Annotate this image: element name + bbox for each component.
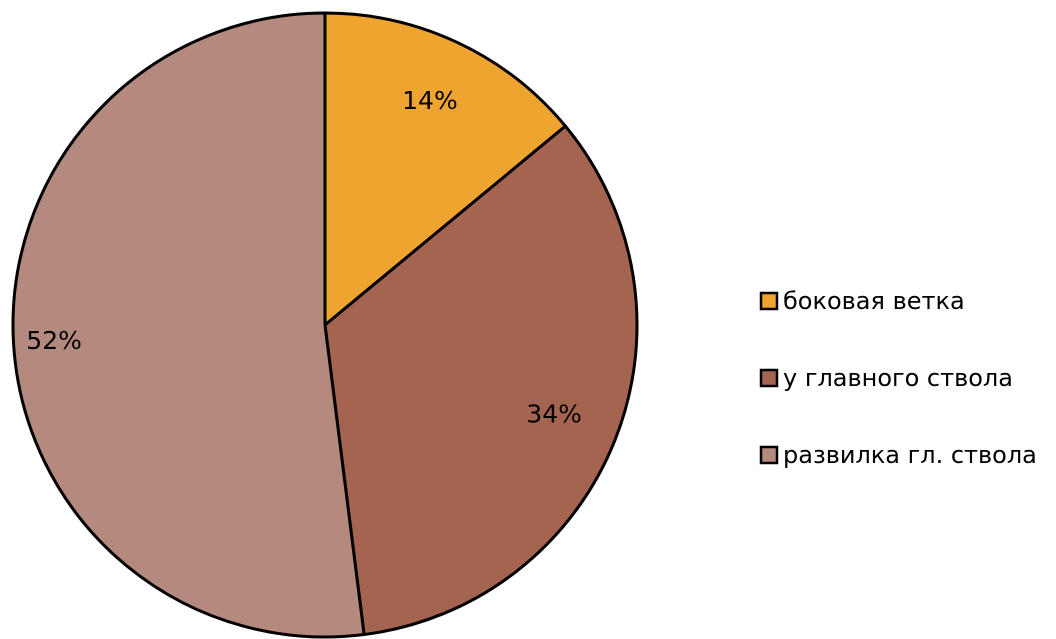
pie-slice-label-2: 34% xyxy=(526,400,582,429)
pie-slice-labels: 14% 34% 52% xyxy=(26,86,582,429)
legend-swatch-1 xyxy=(759,291,779,311)
pie-slice-2 xyxy=(323,124,639,637)
legend-swatch-3 xyxy=(759,445,779,465)
pie-slice-3 xyxy=(11,11,366,639)
pie-slice-label-3: 52% xyxy=(26,326,82,355)
legend-label-2: у главного ствола xyxy=(783,364,1013,392)
legend-label-3: развилка гл. ствола xyxy=(783,441,1037,469)
legend-label-1: боковая ветка xyxy=(783,287,965,315)
pie-slice-label-1: 14% xyxy=(402,86,458,115)
legend: боковая ветка у главного ствола развилка г… xyxy=(759,287,1037,469)
pie-slice-1 xyxy=(323,11,567,327)
legend-swatch-2 xyxy=(759,368,779,388)
pie-slices xyxy=(11,11,639,639)
